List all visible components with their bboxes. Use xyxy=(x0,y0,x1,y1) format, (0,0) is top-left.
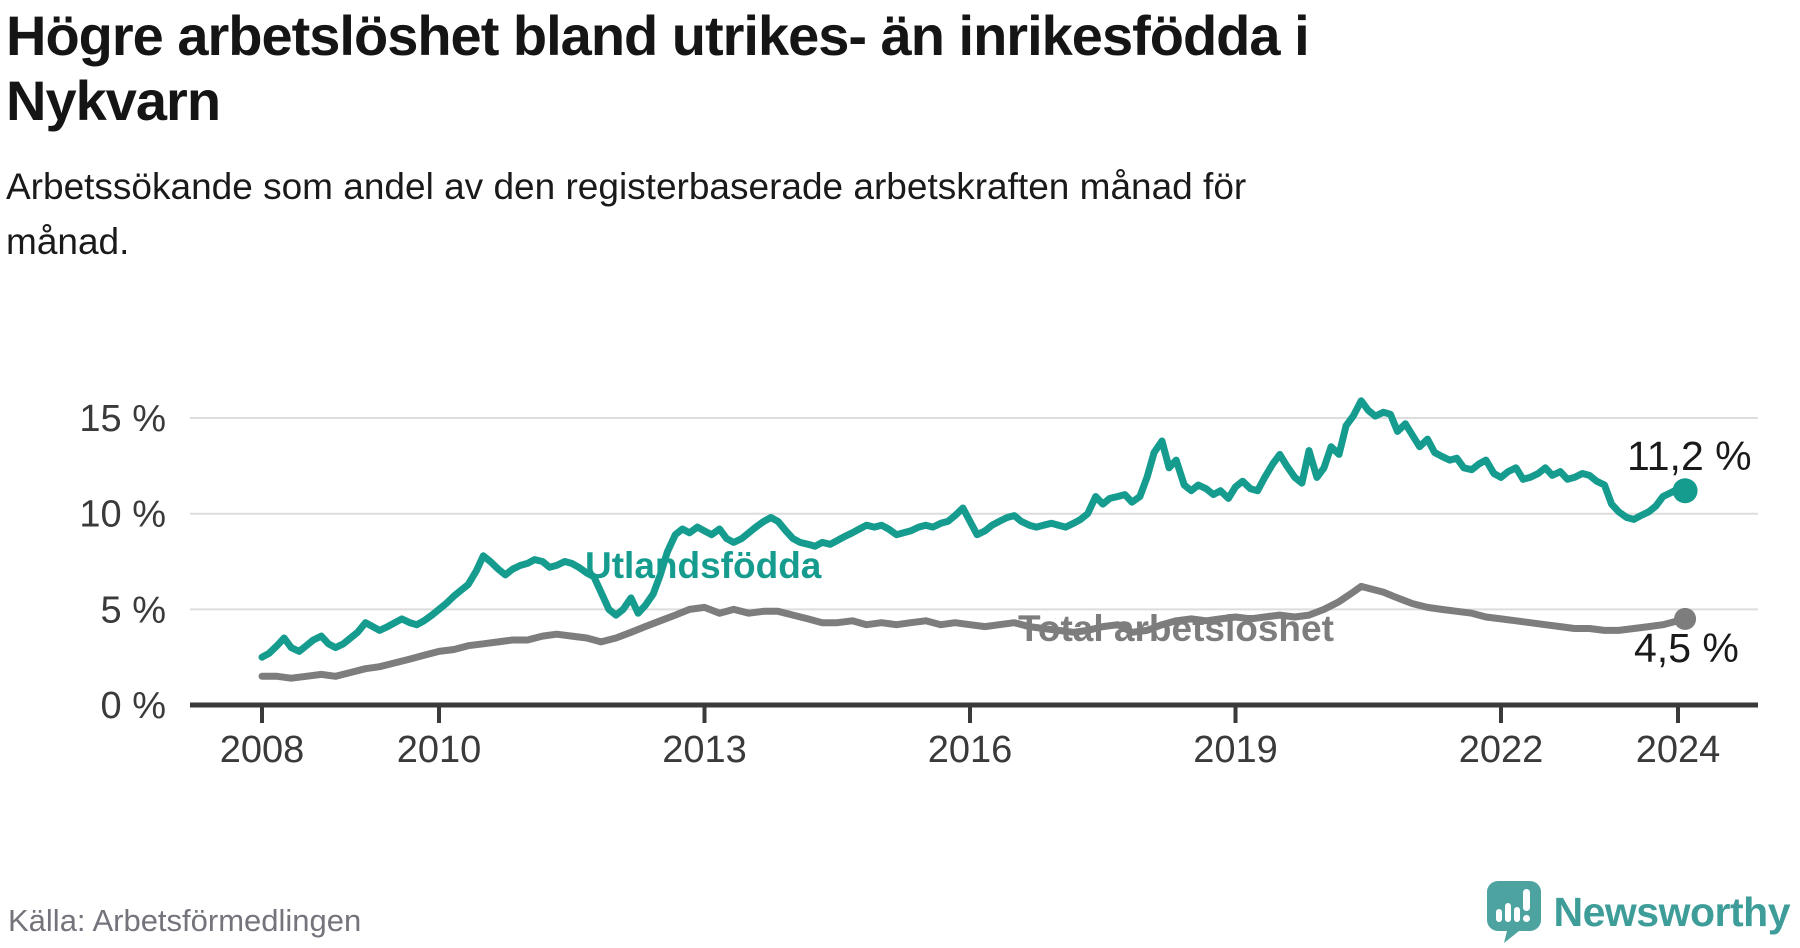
page-title: Högre arbetslöshet bland utrikes- än inr… xyxy=(6,4,1310,132)
newsworthy-logo: Newsworthy xyxy=(1486,880,1791,944)
exclamation-dot xyxy=(1522,915,1530,922)
newsworthy-icon xyxy=(1486,881,1541,943)
chart-subtitle: Arbetssökande som andel av den registerb… xyxy=(6,166,1247,262)
x-tick-label-2016: 2016 xyxy=(928,729,1013,771)
bar-1 xyxy=(1495,909,1502,922)
total-unemployment-end-value-label: 4,5 % xyxy=(1634,625,1739,671)
newsworthy-wordmark: Newsworthy xyxy=(1553,888,1791,935)
line-chart: 2008 2010 2013 2016 2019 2022 2024 15 % 10 % 5 % 0… xyxy=(79,397,1758,771)
bar-3 xyxy=(1513,907,1520,922)
x-tick-label-2022: 2022 xyxy=(1459,729,1544,771)
y-tick-label-10pct: 10 % xyxy=(79,494,166,536)
x-tick-label-2024: 2024 xyxy=(1636,729,1721,771)
foreign-born-series-label: Utlandsfödda xyxy=(585,545,822,586)
x-tick-label-2013: 2013 xyxy=(662,729,747,771)
y-tick-label-15pct: 15 % xyxy=(79,398,166,440)
foreign-born-end-value-label: 11,2 % xyxy=(1627,433,1752,479)
foreign-born-line xyxy=(258,397,1689,661)
source-note: Källa: Arbetsförmedlingen xyxy=(8,903,362,938)
y-tick-label-0pct: 0 % xyxy=(101,685,166,727)
foreign-born-end-dot xyxy=(1672,478,1698,504)
total-unemployment-series-label: Total arbetslöshet xyxy=(1018,608,1334,649)
x-tick-label-2008: 2008 xyxy=(220,729,305,771)
bar-2 xyxy=(1504,903,1511,922)
total-unemployment-end-dot xyxy=(1674,607,1697,630)
exclamation-bar xyxy=(1522,889,1530,911)
x-tick-label-2010: 2010 xyxy=(397,729,482,771)
x-tick-label-2019: 2019 xyxy=(1193,729,1278,771)
total-unemployment-line xyxy=(258,582,1689,682)
y-tick-label-5pct: 5 % xyxy=(101,589,166,631)
